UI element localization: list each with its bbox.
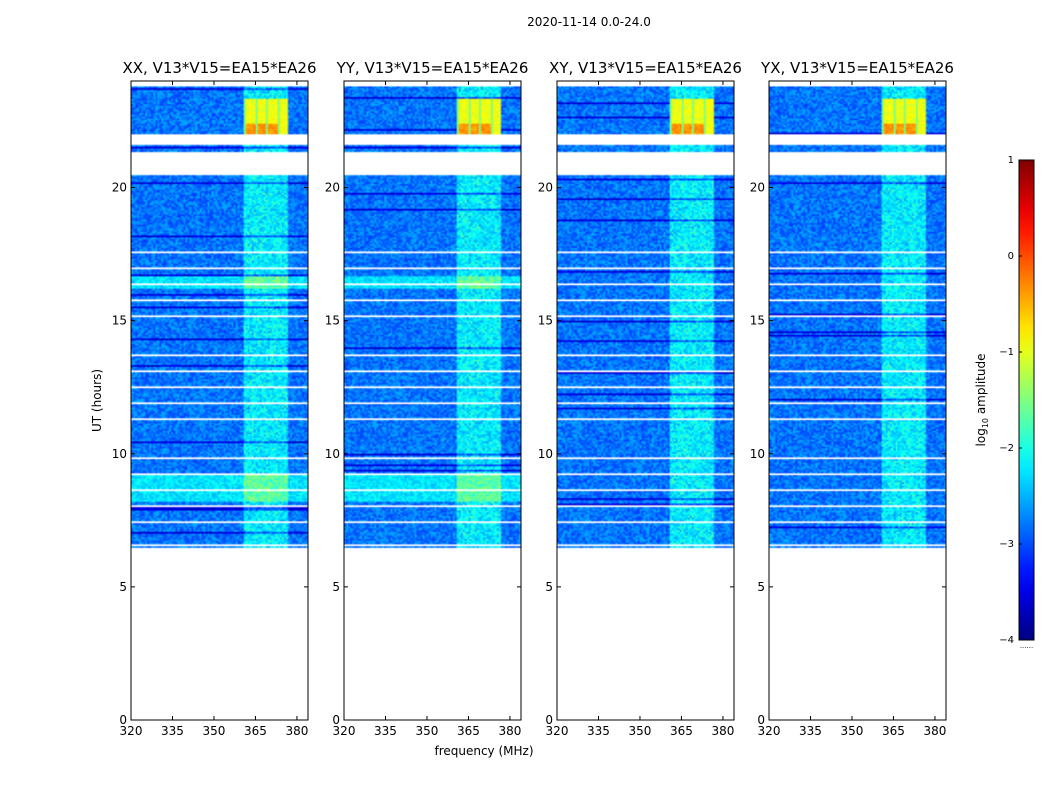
- y-tick-label: 20: [325, 181, 340, 195]
- axes-frame: [768, 80, 947, 721]
- x-tick-label: 365: [670, 724, 693, 738]
- x-tick-label: 350: [203, 724, 226, 738]
- axes-frame: [556, 80, 735, 721]
- y-tick-label: 10: [750, 447, 765, 461]
- heatmap-image: [131, 81, 308, 720]
- panel-1: 320 335 350 365 380 0 5 10 15 20 XX, V13*V15=EA15*…: [90, 59, 317, 738]
- y-tick-label: 15: [112, 314, 127, 328]
- colorbar-bar: [1018, 159, 1035, 641]
- heatmap-image: [769, 81, 946, 720]
- x-tick-label: 320: [333, 724, 356, 738]
- y-tick-label: 5: [545, 580, 553, 594]
- x-tick-label: 335: [799, 724, 822, 738]
- panel-title: XX, V13*V15=EA15*EA26: [122, 59, 316, 77]
- x-tick-label: 320: [120, 724, 143, 738]
- x-tick-label: 365: [244, 724, 267, 738]
- y-tick-label: 20: [112, 181, 127, 195]
- y-tick-label: 15: [750, 314, 765, 328]
- y-tick-label: 0: [332, 713, 340, 727]
- axes-frame: [343, 80, 522, 721]
- panel-2: 320 335 350 365 380 0 5 10 15 20 YY, V13*V15=EA15*…: [325, 59, 534, 758]
- panels: 320 335 350 365 380 0 5 10 15 20 XX, V13*V15=EA15*…: [90, 59, 954, 758]
- y-tick-label: 0: [119, 713, 127, 727]
- y-tick-label: 5: [119, 580, 127, 594]
- x-axis-label: frequency (MHz): [434, 744, 533, 758]
- y-tick-label: 15: [538, 314, 553, 328]
- x-tick-label: 350: [416, 724, 439, 738]
- y-tick-label: 0: [545, 713, 553, 727]
- axes-frame: [130, 80, 309, 721]
- y-tick-label: 20: [750, 181, 765, 195]
- x-tick-label: 335: [374, 724, 397, 738]
- x-tick-label: 350: [629, 724, 652, 738]
- x-tick-label: 380: [711, 724, 734, 738]
- colorbar-tick-label: −4: [999, 635, 1014, 646]
- y-tick-label: 5: [757, 580, 765, 594]
- y-tick-label: 0: [757, 713, 765, 727]
- colorbar-tick-label: −3: [999, 539, 1014, 550]
- figure-suptitle: 2020-11-14 0.0-24.0: [527, 15, 651, 29]
- panel-title: XY, V13*V15=EA15*EA26: [549, 59, 742, 77]
- colorbar-label-main: log: [974, 428, 988, 446]
- x-tick-label: 380: [285, 724, 308, 738]
- x-tick-label: 365: [457, 724, 480, 738]
- y-axis-label: UT (hours): [90, 369, 104, 432]
- x-tick-label: 350: [841, 724, 864, 738]
- colorbar-label: log10 amplitude: [974, 354, 990, 447]
- y-tick-label: 5: [332, 580, 340, 594]
- x-tick-label: 380: [923, 724, 946, 738]
- x-tick-label: 380: [498, 724, 521, 738]
- y-tick-label: 10: [112, 447, 127, 461]
- x-tick-label: 320: [758, 724, 781, 738]
- heatmap-image: [344, 81, 521, 720]
- colorbar-tick-label: 1: [1008, 155, 1014, 166]
- y-tick-label: 15: [325, 314, 340, 328]
- colorbar-tick-label: 0: [1008, 251, 1014, 262]
- panel-3: 320 335 350 365 380 0 5 10 15 20 XY, V13*V15=EA15*…: [538, 59, 742, 738]
- colorbar-footer: ......: [1020, 642, 1033, 650]
- panel-title: YY, V13*V15=EA15*EA26: [336, 59, 529, 77]
- x-tick-label: 335: [587, 724, 610, 738]
- x-tick-label: 320: [546, 724, 569, 738]
- colorbar-tick-label: −2: [999, 443, 1014, 454]
- colorbar-label-sub: 10: [981, 418, 990, 428]
- panel-title: YX, V13*V15=EA15*EA26: [760, 59, 954, 77]
- panel-4: 320 335 350 365 380 0 5 10 15 20 YX, V13*V15=EA15*…: [750, 59, 954, 738]
- y-tick-label: 20: [538, 181, 553, 195]
- y-tick-label: 10: [538, 447, 553, 461]
- heatmap-image: [557, 81, 734, 720]
- colorbar-tick-label: −1: [999, 347, 1014, 358]
- y-tick-label: 10: [325, 447, 340, 461]
- x-tick-label: 365: [882, 724, 905, 738]
- x-tick-label: 335: [161, 724, 184, 738]
- colorbar-label-tail: amplitude: [974, 354, 988, 418]
